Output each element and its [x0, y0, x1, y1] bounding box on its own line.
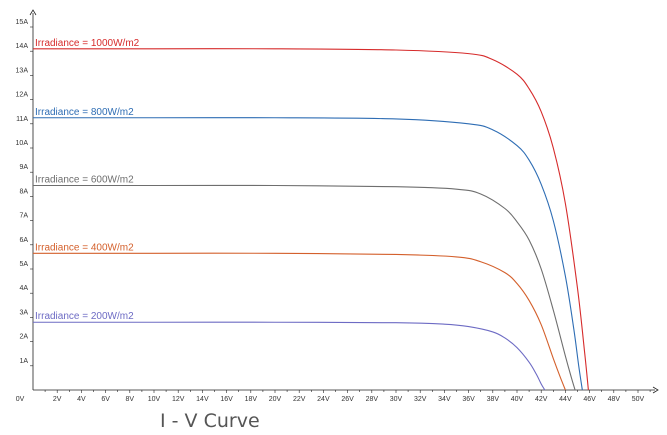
x-tick-label: 50V [632, 396, 645, 403]
y-tick-label: 14A [16, 43, 29, 50]
series-line-3 [33, 252, 566, 391]
x-tick-label: 38V [487, 396, 500, 403]
chart-title: I - V Curve [160, 410, 260, 432]
x-tick-label: 22V [293, 396, 306, 403]
x-tick-label: 12V [172, 396, 185, 403]
y-tick-label: 10A [16, 140, 29, 147]
series-curves [32, 48, 589, 391]
x-tick-label: 48V [608, 396, 621, 403]
y-axis-arrow [29, 9, 37, 16]
y-tick-label: 9A [19, 164, 28, 171]
y-tick-label: 12A [16, 92, 29, 99]
x-axis-ticks: 0V 2V 4V 6V 8V 10V 12V 14V 16V 18V 20V 22V 24V 26V 28V… [16, 396, 645, 403]
x-tick-label: 44V [559, 396, 572, 403]
series-label-0: Irradiance = 1000W/m2 [35, 38, 140, 49]
x-tick-label: 14V [196, 396, 209, 403]
x-tick-label: 32V [414, 396, 427, 403]
x-tick-label: 20V [269, 396, 282, 403]
x-tick-label: 46V [583, 396, 596, 403]
y-tick-label: 11A [16, 116, 28, 123]
x-tick-label: 40V [511, 396, 524, 403]
x-axis-arrow [652, 386, 659, 394]
x-tick-label: 24V [317, 396, 330, 403]
y-tick-label: 15A [16, 19, 29, 26]
y-tick-label: 13A [16, 67, 29, 74]
x-tick-label: 30V [390, 396, 403, 403]
y-tick-label: 1A [19, 358, 28, 365]
y-tick-label: 6A [19, 237, 28, 244]
x-tick-label: 28V [366, 396, 379, 403]
series-line-4 [33, 321, 546, 391]
y-tick-label: 3A [19, 309, 28, 316]
y-tick-label: 2A [19, 334, 28, 341]
series-line-2 [33, 184, 576, 391]
y-tick-label: 7A [19, 213, 28, 220]
y-tick-label: 4A [19, 285, 28, 292]
x-tick-label: 0V [16, 396, 25, 403]
y-axis-ticks: 1A 2A 3A 4A 5A 6A 7A 8A 9A 10A 11A 12A 13A 14A 15A [16, 19, 29, 365]
x-tick-label: 6V [101, 396, 110, 403]
series-line-1 [33, 117, 583, 391]
x-tick-label: 16V [220, 396, 233, 403]
x-tick-label: 10V [148, 396, 161, 403]
series-label-4: Irradiance = 200W/m2 [35, 311, 134, 322]
series-label-1: Irradiance = 800W/m2 [35, 107, 134, 118]
series-labels: Irradiance = 1000W/m2 Irradiance = 800W/m… [35, 38, 140, 322]
x-tick-label: 2V [53, 396, 62, 403]
x-tick-label: 18V [245, 396, 258, 403]
x-tick-label: 4V [77, 396, 86, 403]
x-tick-label: 8V [126, 396, 135, 403]
series-label-2: Irradiance = 600W/m2 [35, 175, 134, 186]
y-tick-label: 5A [19, 261, 28, 268]
y-tick-label: 8A [19, 188, 28, 195]
x-tick-label: 34V [438, 396, 451, 403]
axes [29, 9, 659, 394]
x-tick-label: 26V [341, 396, 354, 403]
x-tick-label: 42V [535, 396, 548, 403]
x-tick-label: 36V [462, 396, 475, 403]
series-label-3: Irradiance = 400W/m2 [35, 242, 134, 253]
series-line-0 [32, 48, 589, 391]
